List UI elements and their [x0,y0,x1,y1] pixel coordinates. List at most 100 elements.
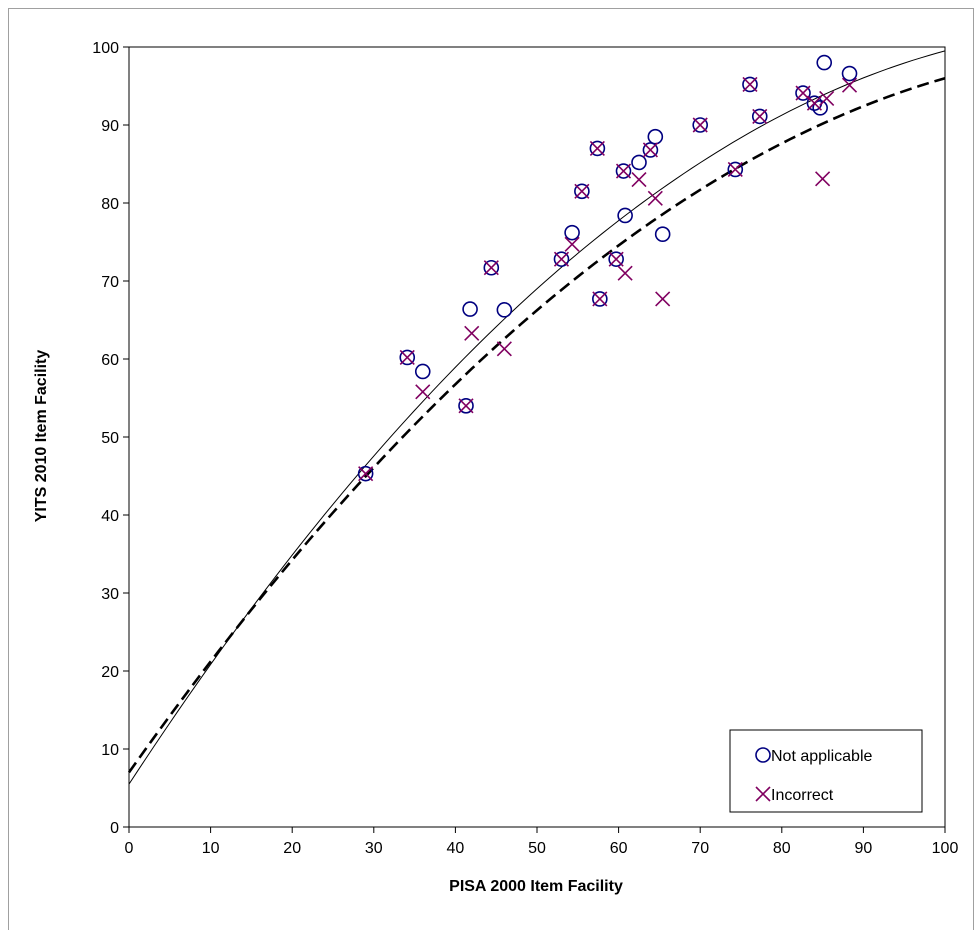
point-not-applicable [608,251,624,267]
point-incorrect [592,291,608,307]
plot-border [128,46,946,828]
point-not-applicable [812,100,828,116]
point-not-applicable [742,76,758,93]
point-not-applicable [458,397,474,414]
point-not-applicable [751,108,768,125]
x-tick-label: 70 [691,840,709,857]
legend: Not applicable Incorrect [729,729,923,813]
point-not-applicable [615,163,632,179]
point-incorrect [399,349,415,366]
legend-box [729,729,923,813]
axes: 0 10 20 30 40 50 60 70 80 90 100 0 10 20 30 40 50 60 70 80 9… [92,40,958,857]
trend-lines [127,50,946,785]
point-not-applicable [816,54,833,71]
legend-label-incorrect: Incorrect [771,787,834,804]
point-incorrect [553,251,570,267]
y-tick-label: 100 [92,40,119,57]
point-not-applicable [617,207,633,224]
x-stroke [795,85,811,101]
x-tick-label: 90 [855,840,873,857]
x-stroke [608,251,624,267]
point-not-applicable [654,226,671,242]
legend-circle-icon [755,747,771,763]
point-incorrect [483,260,499,276]
x-stroke [553,251,570,267]
x-stroke [806,95,823,111]
x-tick-label: 80 [773,840,791,857]
x-stroke [647,190,663,206]
x-tick-label: 20 [283,840,301,857]
point-not-applicable [795,85,811,101]
x-stroke [615,163,632,179]
x-stroke [589,140,605,156]
y-tick-label: 20 [101,664,119,681]
x-stroke [692,117,708,133]
point-incorrect [815,171,831,187]
point-not-applicable [692,117,709,133]
x-tick-label: 30 [365,840,383,857]
y-tick-label: 10 [101,742,119,759]
legend-label-not-applicable: Not applicable [771,748,873,765]
x-stroke [358,466,374,482]
point-incorrect [806,95,823,111]
point-not-applicable [357,465,374,482]
legend-marker-incorrect [755,786,771,802]
legend-x-icon [755,786,771,802]
plot-area [128,46,946,828]
y-tick-label: 30 [101,586,119,603]
x-stroke [742,76,758,93]
point-not-applicable [564,224,580,241]
x-stroke [631,172,647,188]
y-axis-title: YITS 2010 Item Facility [33,350,50,523]
point-incorrect [589,140,605,156]
point-incorrect [458,398,474,414]
x-tick-label: 10 [202,840,220,857]
x-stroke [483,260,499,276]
y-tick-label: 50 [101,430,119,447]
x-stroke [655,291,671,307]
point-not-applicable [631,154,647,171]
point-incorrect [564,236,580,252]
point-not-applicable [841,65,858,82]
point-incorrect [655,291,671,307]
x-tick-label: 40 [447,840,465,857]
x-stroke [574,183,590,199]
point-incorrect [819,90,835,107]
legend-marker-not-applicable [755,747,771,763]
x-stroke [592,291,608,307]
x-tick-label: 50 [528,840,546,857]
point-incorrect [617,265,633,281]
x-stroke [458,398,474,414]
x-stroke [815,171,831,187]
point-not-applicable [496,302,513,318]
point-not-applicable [727,161,744,178]
x-stroke [841,77,858,93]
x-axis-title: PISA 2000 Item Facility [449,878,623,895]
y-tick-label: 0 [110,820,119,837]
point-incorrect [608,251,624,267]
x-stroke [496,341,512,357]
x-stroke [727,161,743,178]
point-not-applicable [574,183,590,200]
trend-line-solid [128,50,946,785]
y-tick-label: 60 [101,352,119,369]
point-not-applicable [592,291,608,307]
y-tick-label: 90 [101,118,119,135]
x-tick-label: 60 [610,840,628,857]
y-tick-label: 70 [101,274,119,291]
point-not-applicable [647,128,664,145]
point-incorrect [752,108,768,124]
point-incorrect [358,466,374,482]
x-tick-label: 100 [932,840,959,857]
x-stroke [642,142,658,158]
x-stroke [399,349,415,366]
point-not-applicable [462,301,478,317]
point-not-applicable [642,142,659,158]
point-incorrect [631,172,647,188]
point-incorrect [742,76,758,93]
point-incorrect [647,190,663,206]
y-tick-label: 80 [101,196,119,213]
x-stroke [617,265,633,281]
point-incorrect [464,325,480,341]
